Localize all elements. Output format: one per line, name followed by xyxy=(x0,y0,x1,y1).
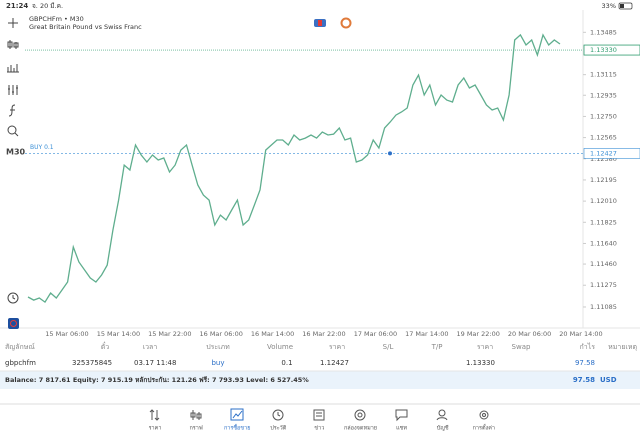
tab-label[interactable]: ราคา xyxy=(149,426,162,432)
tab-label[interactable]: ข่าว xyxy=(314,426,324,432)
order-price-box xyxy=(583,148,640,159)
x-tick-label: 16 Mar 14:00 xyxy=(251,330,294,338)
balance-bar xyxy=(0,371,640,389)
x-tick-label: 20 Mar 14:00 xyxy=(559,330,602,338)
tab-icons xyxy=(149,408,489,422)
order-label: BUY 0.1 xyxy=(30,144,54,151)
toolbar xyxy=(7,18,19,304)
x-tick-label: 16 Mar 06:00 xyxy=(199,330,242,338)
y-tick-label: 1.11825 xyxy=(590,218,617,226)
current-price-box xyxy=(583,44,640,56)
tab-label[interactable]: ประวัติ xyxy=(270,425,286,432)
order-price-label: 1.12427 xyxy=(590,149,617,157)
balance-text: Balance: 7 817.61 Equity: 7 915.19 หลักป… xyxy=(5,376,309,384)
x-tick-label: 17 Mar 06:00 xyxy=(354,330,397,338)
y-tick-label: 1.12935 xyxy=(590,91,617,99)
column-header: กำไร xyxy=(580,342,596,351)
indicators-icon[interactable] xyxy=(7,40,19,49)
column-header: เวลา xyxy=(143,343,158,351)
status-date: จ. 20 มี.ค. xyxy=(32,2,63,10)
x-tick-label: 15 Mar 14:00 xyxy=(97,330,140,338)
column-header: สัญลักษณ์ xyxy=(5,343,35,351)
column-header: ประเภท xyxy=(206,343,230,351)
column-header: หมายเหตุ xyxy=(608,343,637,351)
y-tick-label: 1.11085 xyxy=(590,303,617,311)
y-tick-label: 1.11640 xyxy=(590,239,617,247)
y-tick-label: 1.13485 xyxy=(590,28,617,36)
status-battery: 33% xyxy=(602,2,616,10)
cell-profit: 97.58 xyxy=(575,359,595,367)
cell-symbol[interactable]: gbpchfm xyxy=(5,359,36,367)
tab-label[interactable]: บัญชี xyxy=(437,425,449,432)
battery-level xyxy=(620,4,624,8)
search-icon[interactable] xyxy=(7,125,17,135)
tab-label[interactable]: การตั้งค่า xyxy=(473,424,495,432)
chart-symbol: GBPCHFm • M30 xyxy=(29,15,84,23)
y-tick-label: 1.12565 xyxy=(590,134,617,142)
battery-icon xyxy=(618,2,633,10)
column-header: Volume xyxy=(267,343,293,351)
column-header: T/P xyxy=(431,343,443,351)
x-tick-label: 16 Mar 22:00 xyxy=(302,330,345,338)
tab-label[interactable]: การซื้อขาย xyxy=(224,424,250,432)
cell-price-current: 1.13330 xyxy=(466,359,495,367)
timeframe-button[interactable]: M30 xyxy=(6,148,26,157)
current-price-label: 1.13330 xyxy=(590,46,617,54)
trade-icon-ring xyxy=(10,320,17,327)
price-line xyxy=(27,33,561,304)
y-tick-label: 1.11275 xyxy=(590,281,617,289)
y-tick-label: 1.12195 xyxy=(590,176,617,184)
column-header: ราคา xyxy=(329,343,345,351)
cell-time: 03.17 11:48 xyxy=(134,359,176,367)
order-marker xyxy=(388,151,392,156)
x-tick-label: 20 Mar 06:00 xyxy=(508,330,551,338)
flag-stripe xyxy=(318,20,322,26)
chart-description: Great Britain Pound vs Swiss Franc xyxy=(29,23,142,31)
signal-icon[interactable] xyxy=(340,17,352,29)
y-tick-label: 1.12010 xyxy=(590,197,617,205)
x-tick-label: 17 Mar 14:00 xyxy=(405,330,448,338)
chart-type-icon[interactable] xyxy=(7,64,19,73)
tab-label[interactable]: กล่องจดหมาย xyxy=(344,426,377,432)
y-tick-label: 1.13115 xyxy=(590,71,617,79)
balance-profit: 97.58 xyxy=(573,376,595,384)
objects-icon[interactable] xyxy=(8,85,18,95)
status-time: 21:24 xyxy=(6,2,28,10)
column-header: ราคา xyxy=(477,343,493,351)
x-tick-label: 15 Mar 06:00 xyxy=(45,330,88,338)
cell-ticket: 325375845 xyxy=(72,359,112,367)
tab-label[interactable]: กราฟ xyxy=(189,425,202,432)
function-icon[interactable] xyxy=(8,104,16,117)
y-tick-label: 1.12380 xyxy=(590,155,617,163)
y-tick-label: 1.12750 xyxy=(590,112,617,120)
cell-volume: 0.1 xyxy=(281,359,292,367)
cell-type: buy xyxy=(211,359,224,367)
column-header: S/L xyxy=(383,343,394,351)
x-tick-label: 15 Mar 22:00 xyxy=(148,330,191,338)
clock-icon[interactable] xyxy=(7,292,19,304)
trade-icon[interactable] xyxy=(8,318,19,329)
balance-currency: USD xyxy=(600,376,617,384)
column-header: Swap xyxy=(512,343,531,351)
crosshair-icon[interactable] xyxy=(8,18,18,28)
y-tick-label: 1.11460 xyxy=(590,260,617,268)
x-tick-label: 19 Mar 22:00 xyxy=(456,330,499,338)
tab-label[interactable]: แชท xyxy=(396,425,407,432)
column-header: ตั๋ว xyxy=(101,342,110,351)
cell-price-open: 1.12427 xyxy=(320,359,349,367)
